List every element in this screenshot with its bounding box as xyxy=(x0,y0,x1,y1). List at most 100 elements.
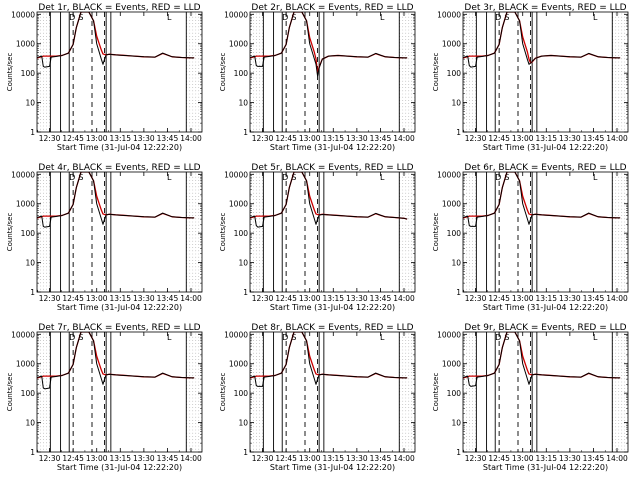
marker-d-label: D xyxy=(282,13,288,22)
x-tick-label: 13:30 xyxy=(133,454,155,463)
marker-s-label: S xyxy=(504,333,509,342)
y-tick-label: 1000 xyxy=(16,40,35,49)
x-tick-label: 13:30 xyxy=(346,454,368,463)
x-tick-label: 13:15 xyxy=(322,294,344,303)
x-tick-label: 12:45 xyxy=(275,454,297,463)
x-tick-label: 14:00 xyxy=(393,134,415,143)
y-tick-label: 10000 xyxy=(11,330,35,339)
shaded-span xyxy=(399,173,415,290)
series-group xyxy=(463,12,621,68)
series-line-events xyxy=(463,332,621,387)
shaded-span xyxy=(186,13,202,130)
panel-det-6: Det 6r, BLACK = Events, RED = LLD 1 10 100 1… xyxy=(432,163,629,312)
x-tick-label: 13:45 xyxy=(583,294,605,303)
y-tick-label: 100 xyxy=(21,69,36,78)
panel-det-4: Det 4r, BLACK = Events, RED = LLD 1 10 100 1… xyxy=(6,163,203,312)
x-tick-label: 13:45 xyxy=(370,294,392,303)
panel-det-2: Det 2r, BLACK = Events, RED = LLD 1 10 100 1… xyxy=(219,3,416,152)
marker-d-label: D xyxy=(282,333,288,342)
shaded-span xyxy=(37,333,51,450)
panel-title: Det 6r, BLACK = Events, RED = LLD xyxy=(464,163,626,173)
shaded-span xyxy=(399,333,415,450)
x-tick-label: 13:45 xyxy=(157,134,179,143)
x-tick-label: 12:30 xyxy=(465,294,487,303)
y-tick-label: 10 xyxy=(25,419,35,428)
marker-s-label: S xyxy=(291,173,296,182)
plot-frame xyxy=(249,11,416,133)
x-tick-label: 12:45 xyxy=(275,294,297,303)
x-tick-label: 12:30 xyxy=(39,134,61,143)
y-tick-label: 1 xyxy=(243,128,248,137)
x-tick-label: 12:45 xyxy=(62,454,84,463)
shaded-span xyxy=(612,173,628,290)
y-tick-label: 10000 xyxy=(224,330,248,339)
x-tick-label: 13:00 xyxy=(86,134,108,143)
x-tick-label: 13:30 xyxy=(559,454,581,463)
y-axis-label: Counts/sec xyxy=(219,213,227,252)
marker-d-label: D xyxy=(495,173,501,182)
shaded-span xyxy=(612,333,628,450)
series-line-events xyxy=(250,332,408,387)
x-axis-label: Start Time (31-Jul-04 12:22:20) xyxy=(270,303,395,312)
marker-s-label: S xyxy=(78,333,83,342)
y-tick-label: 1 xyxy=(30,128,35,137)
plot-frame xyxy=(36,11,203,133)
marker-l-label: L xyxy=(593,173,598,182)
series-line-events xyxy=(37,172,195,228)
x-tick-label: 12:45 xyxy=(488,134,510,143)
x-tick-label: 12:45 xyxy=(62,134,84,143)
y-tick-label: 1 xyxy=(243,448,248,457)
y-tick-label: 1000 xyxy=(229,40,248,49)
y-axis-label: Counts/sec xyxy=(6,213,14,252)
y-tick-label: 100 xyxy=(234,229,249,238)
x-tick-label: 13:00 xyxy=(512,134,534,143)
marker-s-label: S xyxy=(78,173,83,182)
y-tick-label: 1000 xyxy=(16,200,35,209)
y-tick-label: 1000 xyxy=(229,200,248,209)
marker-d-label: D xyxy=(69,333,75,342)
x-tick-label: 12:45 xyxy=(488,294,510,303)
y-tick-label: 10000 xyxy=(224,10,248,19)
panel-title: Det 5r, BLACK = Events, RED = LLD xyxy=(251,163,413,173)
x-tick-label: 13:00 xyxy=(299,294,321,303)
x-tick-label: 12:45 xyxy=(275,134,297,143)
x-tick-label: 13:45 xyxy=(370,454,392,463)
shaded-span xyxy=(250,333,264,450)
x-tick-label: 13:30 xyxy=(346,134,368,143)
marker-l-label: L xyxy=(167,173,172,182)
y-tick-label: 10 xyxy=(25,259,35,268)
y-tick-label: 10 xyxy=(238,99,248,108)
x-tick-label: 13:00 xyxy=(86,294,108,303)
x-tick-label: 12:30 xyxy=(252,134,274,143)
x-tick-label: 13:15 xyxy=(109,454,131,463)
series-line-events xyxy=(37,332,195,390)
shaded-span xyxy=(186,333,202,450)
x-axis-label: Start Time (31-Jul-04 12:22:20) xyxy=(270,463,395,472)
x-tick-label: 13:00 xyxy=(299,454,321,463)
x-tick-label: 14:00 xyxy=(393,454,415,463)
plot-frame xyxy=(36,171,203,293)
x-tick-label: 13:45 xyxy=(583,134,605,143)
plot-frame xyxy=(462,171,629,293)
y-axis-label: Counts/sec xyxy=(432,53,440,92)
x-tick-label: 13:15 xyxy=(535,294,557,303)
x-axis-label: Start Time (31-Jul-04 12:22:20) xyxy=(270,143,395,152)
x-axis-label: Start Time (31-Jul-04 12:22:20) xyxy=(57,463,182,472)
x-tick-label: 14:00 xyxy=(606,454,628,463)
x-axis-label: Start Time (31-Jul-04 12:22:20) xyxy=(483,143,608,152)
shaded-span xyxy=(463,13,477,130)
y-tick-label: 1 xyxy=(243,288,248,297)
x-tick-label: 12:30 xyxy=(465,454,487,463)
x-axis-label: Start Time (31-Jul-04 12:22:20) xyxy=(57,143,182,152)
x-tick-label: 12:30 xyxy=(39,294,61,303)
series-group xyxy=(250,332,408,387)
x-axis-label: Start Time (31-Jul-04 12:22:20) xyxy=(57,303,182,312)
y-tick-label: 10000 xyxy=(437,170,461,179)
x-tick-label: 13:45 xyxy=(370,134,392,143)
series-group xyxy=(463,172,621,227)
y-axis-label: Counts/sec xyxy=(219,373,227,412)
y-tick-label: 10000 xyxy=(437,10,461,19)
marker-l-label: L xyxy=(593,13,598,22)
marker-d-label: D xyxy=(495,333,501,342)
panel-title: Det 9r, BLACK = Events, RED = LLD xyxy=(464,323,626,333)
